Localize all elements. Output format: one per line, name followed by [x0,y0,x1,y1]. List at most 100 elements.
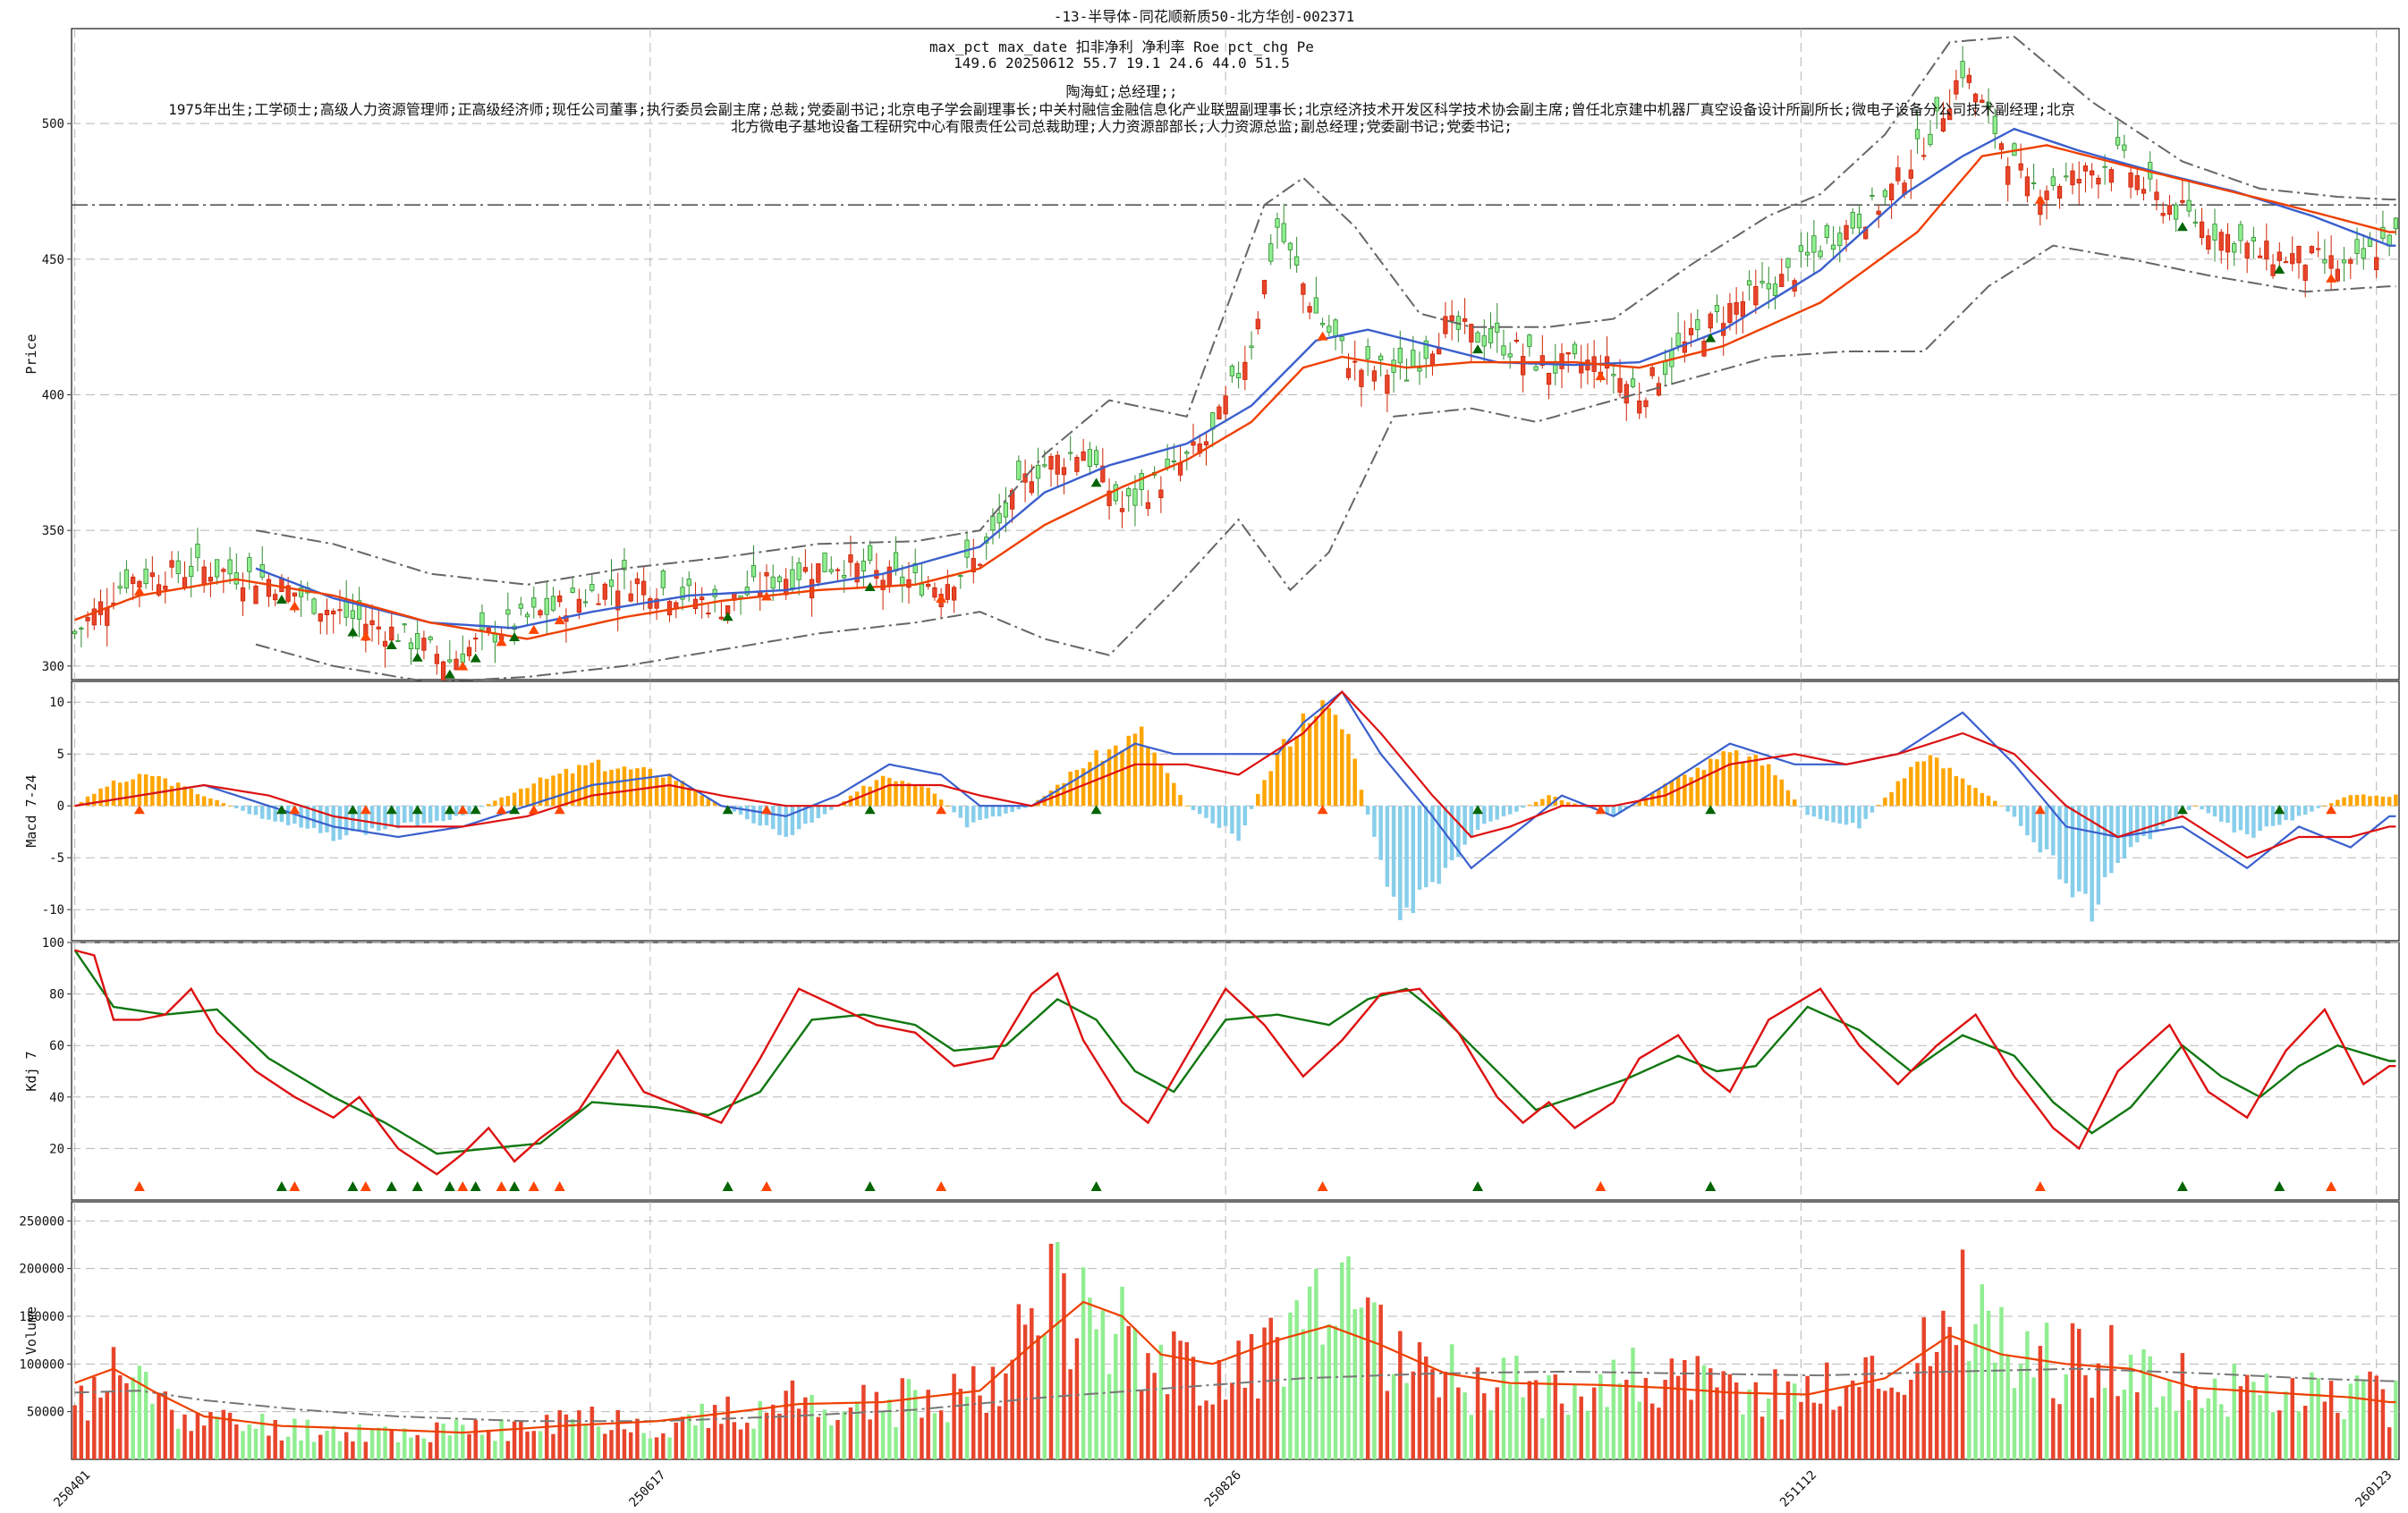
macd-bar [117,782,123,807]
volume-bar [1088,1297,1092,1459]
macd-bar [486,804,491,807]
volume-bar [176,1428,181,1459]
volume-bar [926,1390,930,1459]
panel-frame [71,1201,2400,1460]
macd-bar [2284,806,2288,821]
macd-bar [2148,806,2152,840]
volume-bar [1624,1379,1629,1459]
candle-body [1637,400,1642,414]
candle-body [2141,189,2147,194]
macd-bar [1378,806,1383,860]
kdj-sell-marker [2034,1181,2046,1191]
volume-bar [2232,1364,2236,1459]
volume-bar [1993,1362,1997,1459]
volume-bar [2109,1324,2114,1459]
volume-bar [2354,1375,2360,1459]
candle-body [686,579,691,587]
candle-body [958,575,963,578]
x-tick-label: 251112 [1777,1468,1819,1510]
macd-bar [1223,806,1228,826]
volume-bar [1378,1305,1383,1459]
volume-bar [293,1418,297,1459]
volume-bar [473,1419,478,1459]
macd-bar [667,773,672,807]
volume-bar [1132,1328,1138,1459]
macd-bar [2361,794,2366,807]
volume-bar [570,1419,575,1459]
candle-body [2290,253,2295,265]
macd-bar [661,777,666,807]
price-buy-marker [1705,333,1717,342]
macd-bar [1941,768,1946,807]
volume-bar [1062,1273,1066,1459]
volume-bar [1921,1317,1926,1459]
panel-frame [71,28,2400,680]
volume-bar [719,1424,724,1459]
d-line [73,949,2396,1155]
volume-bar [2096,1363,2101,1459]
macd-bar [1741,763,1745,807]
volume-bar [499,1419,504,1459]
candle-body [1307,306,1312,313]
candle-body [195,543,200,559]
candle-body [440,661,446,680]
candle-body [1888,183,1895,201]
candle-body [1074,457,1080,472]
candle-body [1572,343,1578,355]
candle-body [1365,346,1370,359]
macd-bar [343,806,349,836]
macd-bar [2322,806,2327,807]
y-tick-label: 0 [57,799,64,814]
volume-bar [2018,1364,2023,1459]
macd-bar [318,806,323,833]
volume-bar [1488,1409,1493,1459]
macd-bar [1980,792,1985,807]
candle-body [654,598,659,609]
macd-bar [201,796,207,807]
candle-body [1785,258,1791,268]
macd-bar [531,783,537,807]
candle-body [1184,452,1190,454]
macd-bar [215,799,219,807]
volume-bar [2122,1389,2127,1459]
candle-body [867,545,873,562]
candle-body [1727,303,1733,323]
macd-bar [615,768,620,807]
kdj-buy-marker [1705,1181,1717,1191]
candle-body [1501,345,1506,356]
macd-bar [1294,736,1299,807]
candle-body [1824,224,1829,239]
volume-bar [1242,1387,1248,1459]
volume-bar [1915,1363,1920,1459]
volume-bar [454,1419,459,1459]
macd-bar [2258,806,2262,832]
volume-bar [1799,1401,1803,1459]
candle-body [518,604,523,609]
volume-bar [1663,1380,1667,1459]
macd-bar [1217,806,1222,828]
macd-bar [1256,793,1260,807]
volume-bar [887,1399,892,1459]
candle-body [628,593,633,602]
candle-body [531,597,537,608]
candle-body [2283,261,2289,264]
candle-body [1695,319,1700,331]
price-buy-marker [386,640,397,650]
macd-bar [389,806,394,827]
volume-bar [1443,1371,1448,1459]
volume-bar [467,1433,471,1459]
candle-body [389,626,394,641]
macd-bar [1456,806,1461,858]
macd-bar [1857,806,1861,829]
candle-body [538,610,543,616]
macd-bar [1495,806,1499,820]
macd-bar [2290,806,2294,821]
macd-bar [1314,715,1318,807]
candle-body [123,569,130,589]
macd-bar [1876,805,1881,807]
candle-body [1223,395,1228,415]
macd-buy-marker [1705,805,1717,815]
volume-bar [531,1431,537,1459]
macd-bar [1993,800,1997,807]
macd-bar [1844,806,1849,825]
